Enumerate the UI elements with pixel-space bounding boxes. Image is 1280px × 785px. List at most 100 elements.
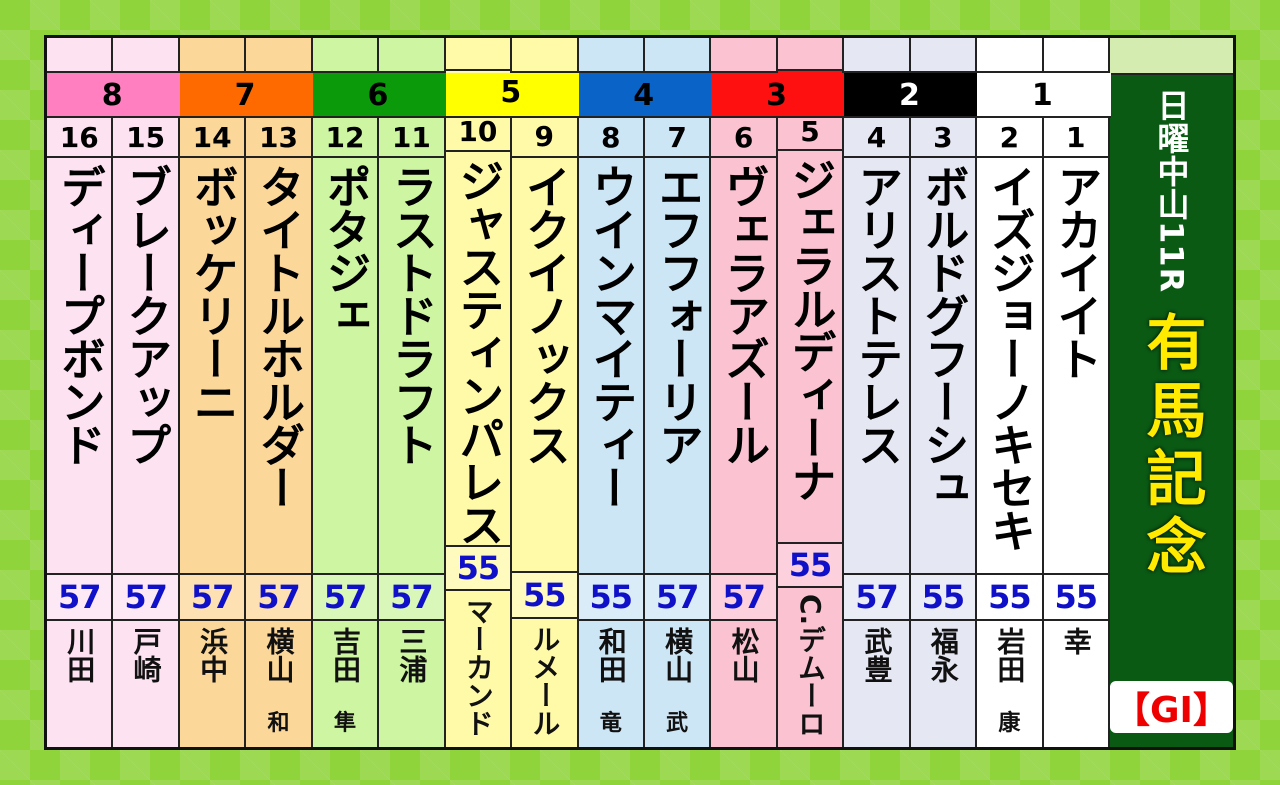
jockey-cell: 吉田隼 <box>313 621 377 747</box>
horse-number: 15 <box>113 118 178 158</box>
horse-number: 1 <box>1043 118 1108 158</box>
horse-number: 8 <box>578 118 643 158</box>
jockey-name: 横山 <box>661 627 695 683</box>
horse-name: ブレークアップ <box>119 164 173 465</box>
bracket-number-cell: 8 <box>101 78 123 113</box>
bracket-number-cell: 6 <box>367 78 389 113</box>
horse-name-cell: イクイノックス <box>512 158 577 574</box>
weight-carried: 55 <box>777 544 843 588</box>
horse-name: ポタジェ <box>318 164 372 336</box>
jockey-name: 岩田 <box>993 627 1027 683</box>
race-title-column: 日曜中山11R 有馬記念 【GI】 <box>1110 38 1233 747</box>
race-name: 有馬記念 <box>1135 311 1206 584</box>
jockey-name: 武豊 <box>860 627 894 683</box>
horse-name: タイトルホルダー <box>252 164 306 508</box>
horse-column: 1 2 イズジョーノキセキ 55 岩田康 <box>977 38 1111 747</box>
bracket-header-bg <box>578 73 713 118</box>
weight-carried: 55 <box>512 573 577 619</box>
horse-name-cell: ヴェラアズール <box>711 158 776 575</box>
weight-carried: 57 <box>644 575 710 621</box>
top-blank-cell <box>578 38 643 73</box>
jockey-name: 吉田 <box>328 627 362 683</box>
weight-carried: 57 <box>246 575 311 621</box>
bracket-header-bg <box>179 73 314 118</box>
horse-name: ディープボンド <box>52 164 106 465</box>
weight-carried: 57 <box>113 575 178 621</box>
bracket-header-bg <box>977 73 1111 118</box>
jockey-initial: 竜 <box>599 711 622 736</box>
horse-name-cell: ボルドグフーシュ <box>910 158 976 575</box>
weight-carried: 57 <box>47 575 112 621</box>
jockey-name: 和田 <box>594 627 628 683</box>
jockey-name: 三浦 <box>395 627 429 683</box>
jockey-cell: 松山 <box>711 621 775 747</box>
bracket-number-cell: 4 <box>633 78 655 113</box>
horse-name-cell: ウインマイティー <box>578 158 643 575</box>
jockey-cell: 和田竜 <box>579 621 643 747</box>
jockey-cell: 福永 <box>911 621 975 747</box>
top-blank-cell <box>179 38 245 73</box>
bracket-number-cell: 2 <box>899 78 920 113</box>
horse-name-cell: ポタジェ <box>312 158 378 575</box>
horse-column: 7 14 ボッケリーニ 57 浜中 <box>179 38 314 747</box>
horse-name: イクイノックス <box>517 163 571 465</box>
horse-number: 4 <box>844 118 909 158</box>
weight-carried: 57 <box>379 575 444 621</box>
top-blank-cell <box>711 38 776 73</box>
jockey-name: 浜中 <box>196 627 230 683</box>
horse-column: 13 タイトルホルダー 57 横山和 <box>246 38 313 747</box>
horse-column: 4 8 ウインマイティー 55 和田竜 <box>578 38 713 747</box>
horse-name-cell: アリストテレス <box>844 158 909 575</box>
horse-column: 8 16 ディープボンド 57 川田 <box>47 38 181 747</box>
horse-name-cell: ブレークアップ <box>113 158 178 575</box>
horse-column: 2 4 アリストテレス 57 武豊 <box>844 38 979 747</box>
weight-carried: 55 <box>977 575 1042 621</box>
jockey-initial: 隼 <box>333 711 356 736</box>
title-top-cell <box>1110 38 1233 75</box>
horse-name: ボルドグフーシュ <box>916 164 970 508</box>
jockey-cell: 横山和 <box>246 621 310 747</box>
weight-carried: 55 <box>578 575 643 621</box>
horse-number: 14 <box>179 118 245 158</box>
top-blank-cell <box>512 38 577 73</box>
horse-number: 6 <box>711 118 776 158</box>
horse-number: 5 <box>777 114 843 152</box>
jockey-name: 福永 <box>926 627 960 683</box>
jockey-cell: 武豊 <box>844 621 908 747</box>
bracket-header-bg <box>445 73 580 118</box>
weight-carried: 55 <box>445 547 511 592</box>
weight-carried: 57 <box>312 575 378 621</box>
horse-column: 3 ボルドグフーシュ 55 福永 <box>910 38 978 747</box>
jockey-name: 川田 <box>63 627 97 683</box>
horse-column: 11 ラストドラフト 57 三浦 <box>379 38 446 747</box>
horse-column: 7 エフフォーリア 57 横山武 <box>644 38 712 747</box>
horse-name: ジャスティンパレス <box>451 157 505 545</box>
top-blank-cell <box>910 38 976 73</box>
jockey-name: ルメール <box>528 625 562 737</box>
jockey-cell: 浜中 <box>180 621 244 747</box>
bracket-number-cell: 5 <box>500 75 522 111</box>
jockey-cell: 岩田康 <box>977 621 1041 747</box>
horse-number: 12 <box>312 118 378 158</box>
horse-number: 7 <box>644 118 710 158</box>
bracket-number-cell: 7 <box>234 78 256 113</box>
horse-name-cell: ジャスティンパレス <box>445 152 511 548</box>
jockey-cell: C.デムーロ <box>778 588 842 747</box>
bracket-header-bg <box>47 73 181 118</box>
jockey-name: 戸崎 <box>129 627 163 683</box>
bracket-header-bg <box>844 73 979 118</box>
bracket-header-bg <box>711 73 846 118</box>
horse-name: エフフォーリア <box>650 164 704 465</box>
jockey-name: 幸 <box>1059 627 1093 655</box>
top-blank-cell <box>379 38 444 73</box>
horse-name: ボッケリーニ <box>185 164 239 422</box>
jockey-cell: ルメール <box>512 619 576 747</box>
horse-number: 3 <box>910 118 976 158</box>
jockey-initial: 和 <box>267 711 290 736</box>
horse-number: 10 <box>445 114 511 152</box>
horse-name-cell: ラストドラフト <box>379 158 444 575</box>
bracket-number-cell: 3 <box>766 78 788 113</box>
jockey-cell: 川田 <box>47 621 111 747</box>
top-blank-cell <box>977 38 1042 73</box>
jockey-name: C.デムーロ <box>794 593 828 737</box>
